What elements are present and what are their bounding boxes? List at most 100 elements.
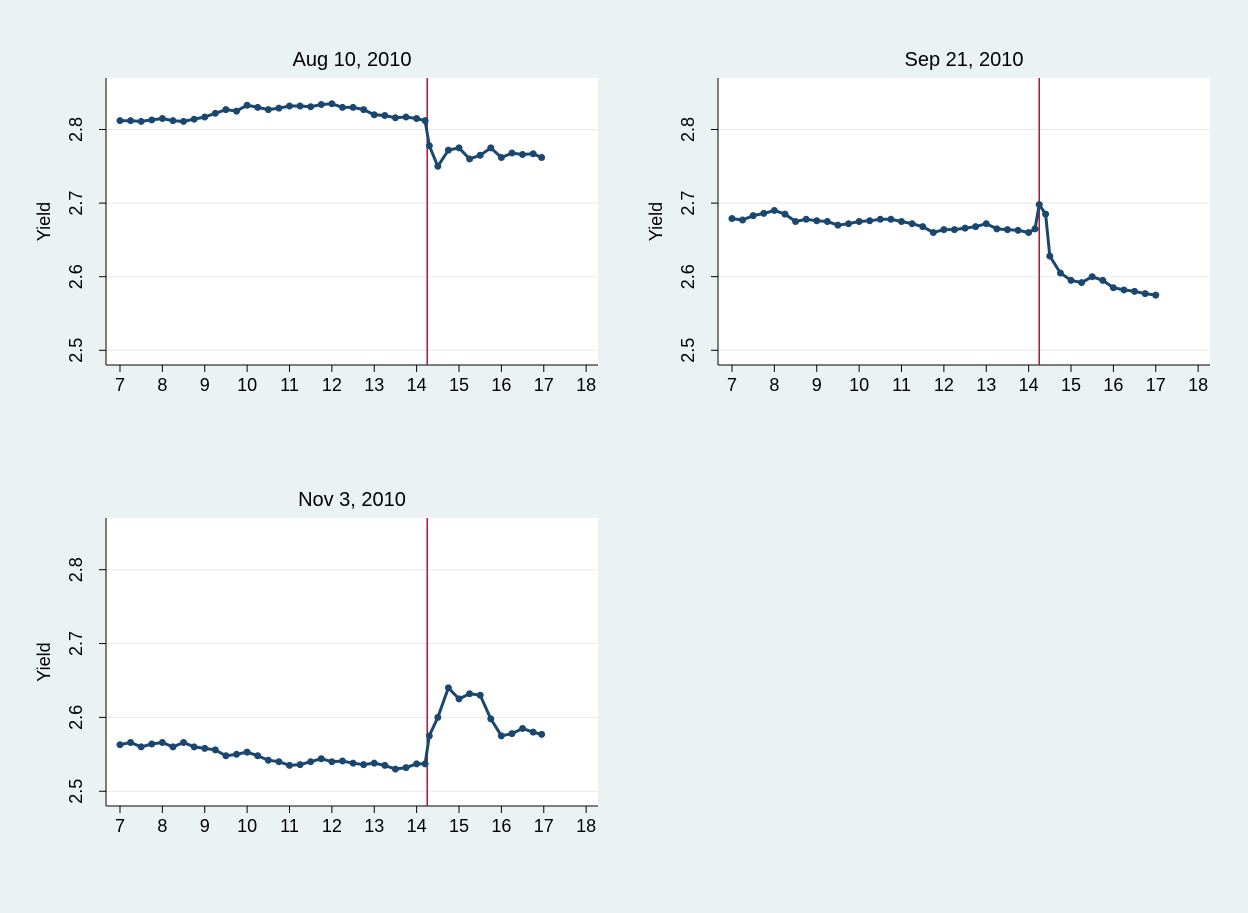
yield-point	[1046, 252, 1054, 260]
x-tick-label: 9	[200, 816, 210, 836]
yield-point	[381, 761, 389, 769]
yield-point	[1152, 291, 1160, 299]
yield-point	[434, 713, 442, 721]
yield-point	[233, 750, 241, 758]
yield-point	[813, 217, 821, 225]
x-tick-label: 8	[157, 375, 167, 395]
y-axis-label: Yield	[34, 642, 54, 681]
y-tick-label: 2.5	[678, 338, 698, 363]
yield-point	[148, 740, 156, 748]
yield-point	[317, 755, 325, 763]
plot-area	[106, 518, 598, 806]
yield-point	[264, 756, 272, 764]
yield-point	[444, 684, 452, 692]
subplot-title: Nov 3, 2010	[298, 489, 406, 511]
yield-point	[940, 226, 948, 234]
yield-point	[455, 144, 463, 152]
yield-point	[285, 102, 293, 110]
x-tick-label: 17	[534, 816, 554, 836]
yield-point	[993, 225, 1001, 233]
x-tick-label: 8	[157, 816, 167, 836]
yield-point	[972, 223, 980, 231]
subplot: Aug 10, 2010 Yield 2.5 2.6 2.7 2.8 7 8 9 10 11 12 13…	[34, 49, 598, 395]
yield-point	[180, 117, 188, 125]
yield-point	[169, 743, 177, 751]
yield-point	[866, 217, 874, 225]
yield-point	[497, 732, 505, 740]
x-tick-label: 12	[322, 816, 342, 836]
x-tick-label: 18	[576, 816, 596, 836]
x-tick-label: 10	[237, 816, 257, 836]
yield-point	[285, 761, 293, 769]
yield-point	[211, 746, 219, 754]
yield-point	[127, 738, 135, 746]
yield-point	[781, 210, 789, 218]
yield-point	[391, 114, 399, 122]
y-axis-label: Yield	[34, 202, 54, 241]
yield-point	[421, 117, 429, 125]
yield-point	[211, 109, 219, 117]
yield-point	[421, 760, 429, 768]
yield-point	[137, 743, 145, 751]
yield-point	[466, 155, 474, 163]
yield-point	[1003, 226, 1011, 234]
x-tick-label: 7	[115, 375, 125, 395]
yield-point	[823, 218, 831, 225]
yield-point	[434, 162, 442, 170]
yield-point	[845, 220, 853, 228]
yield-point	[1056, 269, 1064, 277]
yield-point	[370, 759, 378, 767]
x-tick-label: 18	[576, 375, 596, 395]
yield-point	[466, 690, 474, 698]
yield-point	[296, 102, 304, 110]
yield-point	[338, 757, 346, 765]
x-tick-label: 10	[849, 375, 869, 395]
yield-point	[1131, 287, 1139, 295]
y-tick-label: 2.7	[678, 191, 698, 216]
yield-point	[487, 715, 495, 723]
yield-point	[317, 100, 325, 108]
yield-point	[391, 765, 399, 773]
y-tick-label: 2.5	[66, 779, 86, 804]
yield-point	[425, 142, 433, 150]
y-tick-label: 2.6	[678, 264, 698, 289]
x-tick-label: 18	[1188, 375, 1208, 395]
yield-point	[455, 695, 463, 703]
yield-point	[360, 761, 368, 769]
x-tick-label: 7	[727, 375, 737, 395]
x-tick-label: 12	[322, 375, 342, 395]
yield-point	[296, 761, 304, 769]
x-tick-label: 10	[237, 375, 257, 395]
yield-point	[243, 748, 251, 756]
yield-point	[887, 215, 895, 223]
x-tick-label: 15	[449, 375, 469, 395]
x-tick-label: 7	[115, 816, 125, 836]
yield-point	[1031, 225, 1039, 233]
yield-point	[950, 226, 958, 234]
yield-point	[1025, 229, 1033, 237]
x-tick-label: 8	[769, 375, 779, 395]
x-tick-label: 15	[1061, 375, 1081, 395]
yield-point	[770, 206, 778, 214]
x-tick-label: 9	[812, 375, 822, 395]
plot-area	[718, 78, 1210, 365]
yield-point	[1099, 276, 1107, 284]
yield-point	[222, 106, 230, 114]
yield-point	[254, 103, 262, 111]
y-tick-label: 2.8	[66, 117, 86, 142]
yield-point	[855, 218, 863, 225]
yield-point	[1014, 226, 1022, 234]
yield-point	[1042, 210, 1050, 218]
yield-point	[876, 215, 884, 223]
y-tick-label: 2.8	[678, 117, 698, 142]
yield-point	[243, 101, 251, 109]
yield-point	[802, 215, 810, 223]
yield-point	[1067, 276, 1075, 284]
subplot-title: Aug 10, 2010	[293, 49, 412, 71]
yield-point	[349, 759, 357, 767]
yield-point	[307, 758, 315, 766]
yield-point	[519, 151, 527, 159]
x-tick-label: 12	[934, 375, 954, 395]
